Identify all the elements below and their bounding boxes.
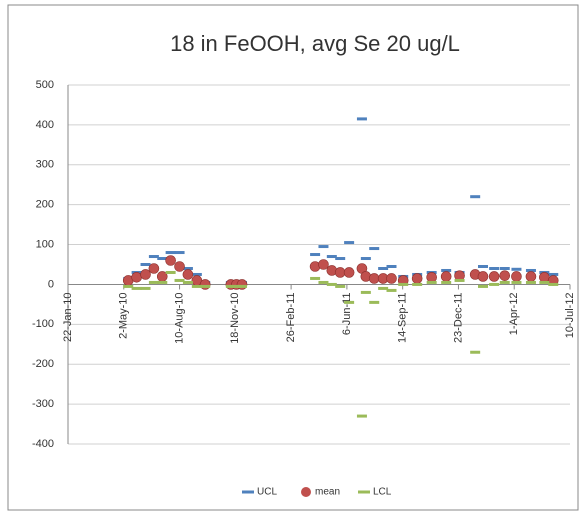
- mean-point: [334, 267, 346, 278]
- y-tick-label: 400: [36, 119, 54, 131]
- y-tick-label: -400: [32, 438, 54, 450]
- legend-label: LCL: [373, 487, 392, 498]
- y-tick-label: 300: [36, 159, 54, 171]
- y-tick-label: -300: [32, 398, 54, 410]
- legend-label: mean: [315, 487, 340, 498]
- mean-point: [165, 255, 176, 266]
- legend-marker: [301, 487, 311, 497]
- mean-point: [488, 271, 500, 282]
- x-tick-label: 23-Dec-11: [452, 292, 464, 343]
- mean-point: [174, 261, 185, 272]
- mean-point: [525, 271, 537, 282]
- y-tick-label: 100: [36, 238, 54, 250]
- mean-point: [386, 273, 397, 284]
- mean-point: [539, 271, 550, 283]
- x-tick-label: 6-Jun-11: [341, 292, 353, 335]
- mean-point: [140, 269, 151, 280]
- x-tick-label: 10-Aug-10: [173, 292, 185, 343]
- y-tick-label: 0: [48, 278, 54, 290]
- mean-point: [318, 259, 329, 270]
- x-tick-label: 10-Jul-12: [564, 292, 576, 338]
- chart-border: [7, 4, 579, 511]
- mean-point: [440, 271, 452, 282]
- chart-title: 18 in FeOOH, avg Se 20 ug/L: [170, 31, 460, 56]
- y-tick-label: 500: [36, 79, 54, 91]
- mean-point: [182, 269, 194, 280]
- mean-point: [236, 279, 248, 290]
- mean-point: [511, 271, 522, 282]
- mean-point: [343, 267, 355, 278]
- x-tick-label: 22-Jan-10: [62, 292, 74, 342]
- mean-point: [426, 271, 437, 283]
- x-tick-label: 18-Nov-10: [229, 292, 241, 343]
- x-tick-label: 26-Feb-11: [285, 292, 297, 342]
- y-tick-label: 200: [36, 199, 54, 211]
- mean-point: [368, 273, 380, 284]
- mean-point: [411, 273, 423, 284]
- mean-point: [199, 279, 211, 290]
- x-tick-label: 14-Sep-11: [397, 292, 409, 343]
- y-tick-label: -200: [32, 358, 54, 370]
- x-tick-label: 1-Apr-12: [508, 292, 520, 335]
- y-tick-label: -100: [32, 318, 54, 330]
- x-tick-label: 2-May-10: [118, 292, 130, 338]
- mean-point: [131, 271, 142, 283]
- legend-label: UCL: [257, 487, 277, 498]
- mean-point: [477, 271, 489, 282]
- mean-point: [499, 270, 511, 281]
- mean-point: [148, 263, 160, 274]
